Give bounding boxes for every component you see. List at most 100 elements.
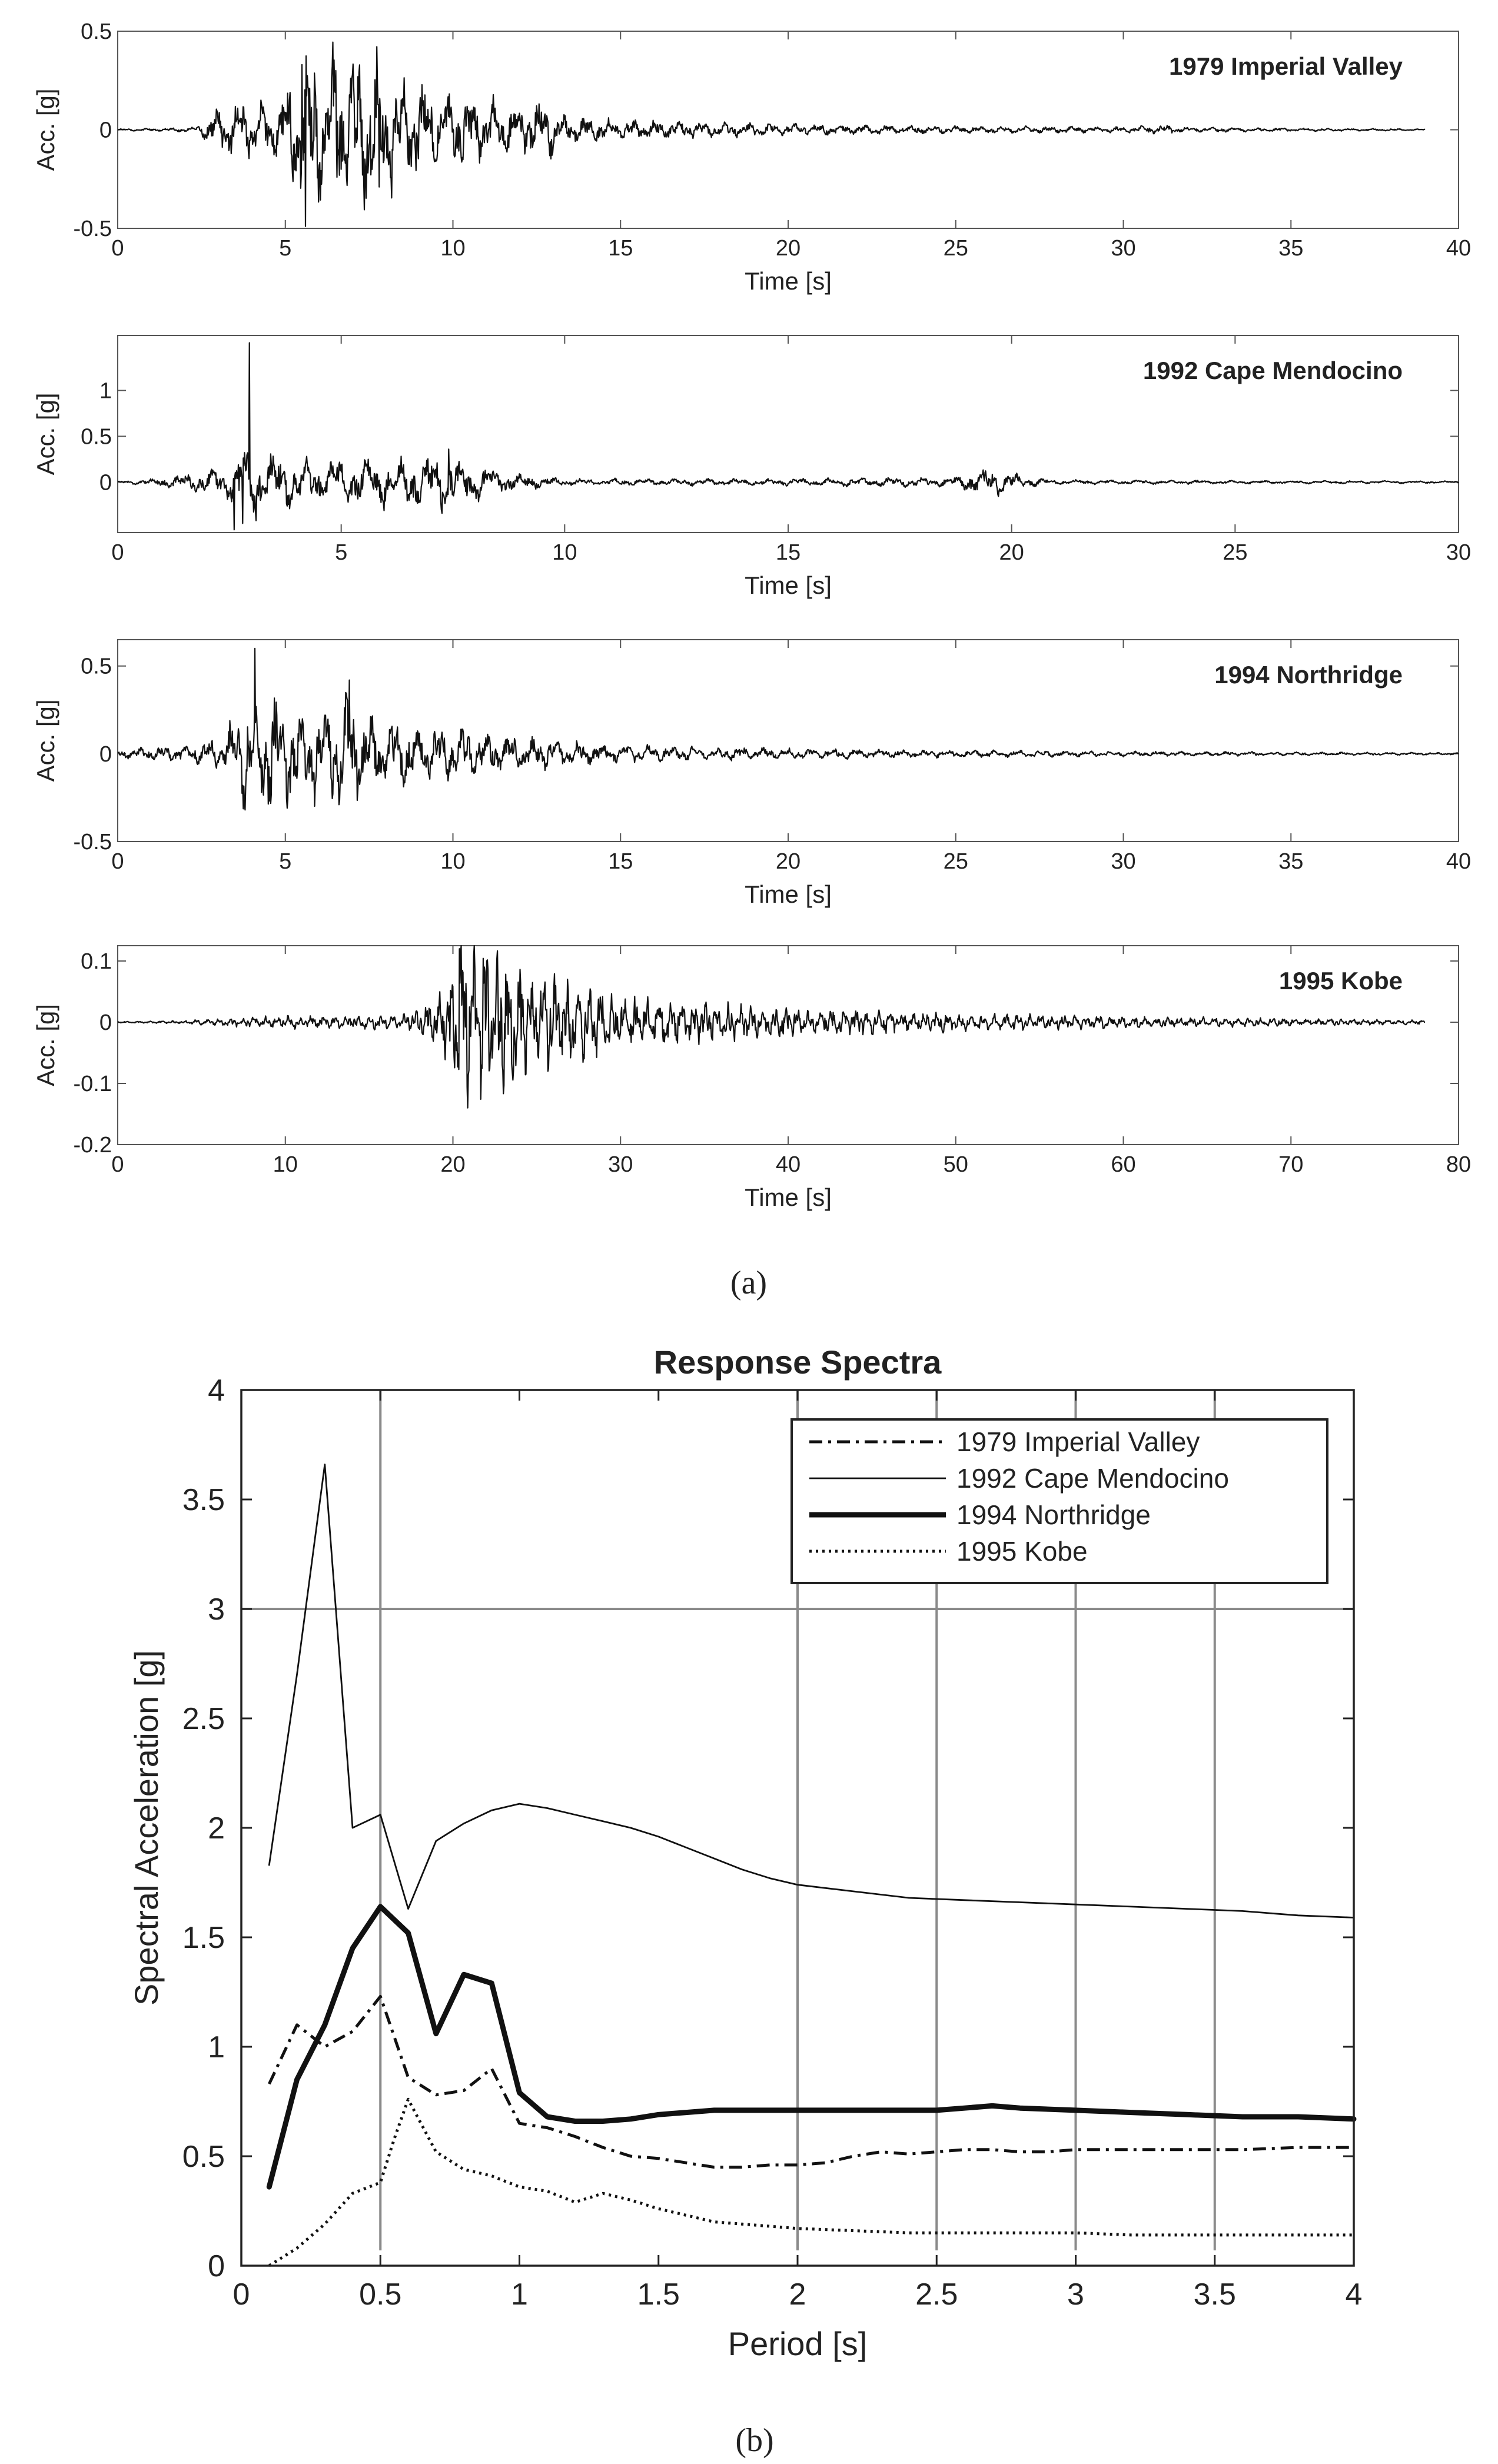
y-tick-label: -0.5 xyxy=(74,217,112,241)
x-tick-label: 30 xyxy=(1111,236,1135,261)
y-tick-label: 2.5 xyxy=(182,1702,225,1736)
y-tick-label: 0 xyxy=(208,2249,225,2283)
y-tick-label: 0 xyxy=(99,742,112,767)
y-axis-label: Spectral Acceleration [g] xyxy=(128,1650,165,2006)
x-tick-label: 2 xyxy=(789,2277,806,2312)
y-tick-label: 3.5 xyxy=(182,1483,225,1517)
x-tick-label: 15 xyxy=(776,540,801,565)
x-tick-label: 2.5 xyxy=(915,2277,958,2312)
y-tick-label: 0.5 xyxy=(81,424,112,449)
x-tick-label: 25 xyxy=(944,236,968,261)
x-tick-label: 70 xyxy=(1278,1152,1303,1177)
x-tick-label: 10 xyxy=(440,849,465,874)
x-tick-label: 40 xyxy=(1446,236,1471,261)
y-tick-label: 0.5 xyxy=(182,2140,225,2174)
x-axis-label: Time [s] xyxy=(745,571,832,599)
y-tick-label: -0.2 xyxy=(74,1133,112,1158)
series-line-3 xyxy=(266,1904,1357,2190)
y-tick-label: -0.5 xyxy=(74,830,112,854)
y-tick-label: 1 xyxy=(208,2030,225,2064)
plot-frame xyxy=(117,639,1459,842)
x-tick-label: 30 xyxy=(1446,540,1471,565)
chart-title: Response Spectra xyxy=(654,1344,942,1381)
x-tick-label: 20 xyxy=(776,849,801,874)
x-axis-label: Period [s] xyxy=(728,2325,868,2362)
y-axis-label: Acc. [g] xyxy=(32,1004,59,1086)
x-tick-label: 80 xyxy=(1446,1152,1471,1177)
record-title: 1992 Cape Mendocino xyxy=(1143,357,1403,384)
accel-panel-4: 0 10 20 30 40 50 60 70 80 0.1 0 -0.1 -0.2 Time [s] Acc… xyxy=(32,945,1471,1211)
x-tick-label: 20 xyxy=(776,236,801,261)
x-tick-label: 15 xyxy=(608,236,633,261)
x-tick-label: 30 xyxy=(608,1152,633,1177)
x-tick-label: 1 xyxy=(511,2277,528,2312)
acceleration-trace xyxy=(117,342,1459,531)
x-tick-label: 5 xyxy=(335,540,347,565)
x-tick-label: 5 xyxy=(279,849,291,874)
legend: 1979 Imperial Valley 1992 Cape Mendocino 1… xyxy=(790,1418,1328,1584)
acceleration-trace xyxy=(117,41,1426,227)
x-tick-label: 10 xyxy=(440,236,465,261)
record-title: 1979 Imperial Valley xyxy=(1169,52,1403,80)
x-tick-label: 3 xyxy=(1067,2277,1084,2312)
y-tick-label: -0.1 xyxy=(74,1072,112,1096)
x-axis-label: Time [s] xyxy=(745,1183,832,1211)
acceleration-trace xyxy=(117,647,1459,811)
x-tick-label: 60 xyxy=(1111,1152,1135,1177)
x-tick-label: 4 xyxy=(1346,2277,1363,2312)
x-tick-label: 40 xyxy=(776,1152,801,1177)
x-tick-label: 35 xyxy=(1278,849,1303,874)
record-title: 1995 Kobe xyxy=(1279,967,1403,995)
x-tick-label: 0 xyxy=(111,236,124,261)
x-tick-label: 15 xyxy=(608,849,633,874)
x-tick-label: 35 xyxy=(1278,236,1303,261)
series-line-1 xyxy=(268,1994,1354,2169)
y-tick-label: 0.5 xyxy=(81,19,112,44)
plot-frame xyxy=(117,335,1459,533)
plot-frame xyxy=(117,945,1459,1145)
legend-label: 1995 Kobe xyxy=(956,1536,1088,1567)
y-tick-label: 0.1 xyxy=(81,949,112,974)
x-tick-label: 5 xyxy=(279,236,291,261)
legend-box xyxy=(790,1418,1328,1584)
series-line-2 xyxy=(268,1464,1355,1918)
y-tick-label: 4 xyxy=(208,1374,225,1408)
y-tick-label: 0.5 xyxy=(81,654,112,679)
x-tick-label: 1.5 xyxy=(637,2277,680,2312)
y-tick-label: 1.5 xyxy=(182,1921,225,1955)
y-axis-label: Acc. [g] xyxy=(32,88,59,171)
x-tick-label: 10 xyxy=(552,540,577,565)
x-tick-label: 0 xyxy=(111,1152,124,1177)
legend-label: 1994 Northridge xyxy=(956,1499,1151,1530)
x-tick-label: 0 xyxy=(111,849,124,874)
x-tick-label: 10 xyxy=(273,1152,298,1177)
response-spectra-chart: 0 0.5 1 1.5 2 2.5 3 3.5 4 0 0.5 1 1.5 2 2.5 3 3.5 4 Respon… xyxy=(128,1344,1362,2362)
x-tick-label: 0 xyxy=(111,540,124,565)
x-tick-label: 30 xyxy=(1111,849,1135,874)
x-tick-label: 0 xyxy=(233,2277,250,2312)
y-axis-label: Acc. [g] xyxy=(32,393,59,475)
y-tick-label: 2 xyxy=(208,1811,225,1845)
x-tick-label: 40 xyxy=(1446,849,1471,874)
subfigure-label-a: (a) xyxy=(730,1265,767,1301)
y-tick-label: 0 xyxy=(99,470,112,495)
x-tick-label: 50 xyxy=(944,1152,968,1177)
legend-label: 1979 Imperial Valley xyxy=(956,1426,1200,1457)
y-tick-label: 1 xyxy=(99,378,112,403)
acceleration-trace xyxy=(117,945,1426,1109)
x-tick-label: 3.5 xyxy=(1194,2277,1236,2312)
legend-label: 1992 Cape Mendocino xyxy=(956,1463,1229,1494)
x-tick-label: 25 xyxy=(944,849,968,874)
x-axis-label: Time [s] xyxy=(745,880,832,908)
x-tick-label: 20 xyxy=(999,540,1024,565)
x-tick-label: 20 xyxy=(440,1152,465,1177)
x-axis-label: Time [s] xyxy=(745,267,832,295)
y-tick-label: 0 xyxy=(99,118,112,143)
y-axis-label: Acc. [g] xyxy=(32,699,59,782)
record-title: 1994 Northridge xyxy=(1214,661,1403,689)
y-tick-label: 0 xyxy=(99,1010,112,1035)
